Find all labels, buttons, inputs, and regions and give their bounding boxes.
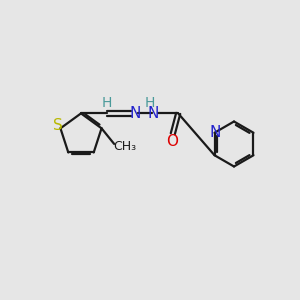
Text: CH₃: CH₃ [113, 140, 136, 153]
Text: H: H [145, 96, 155, 110]
Text: N: N [130, 106, 141, 121]
Text: N: N [209, 125, 221, 140]
Text: H: H [101, 96, 112, 110]
Text: S: S [53, 118, 63, 134]
Text: N: N [148, 106, 159, 121]
Text: O: O [166, 134, 178, 149]
